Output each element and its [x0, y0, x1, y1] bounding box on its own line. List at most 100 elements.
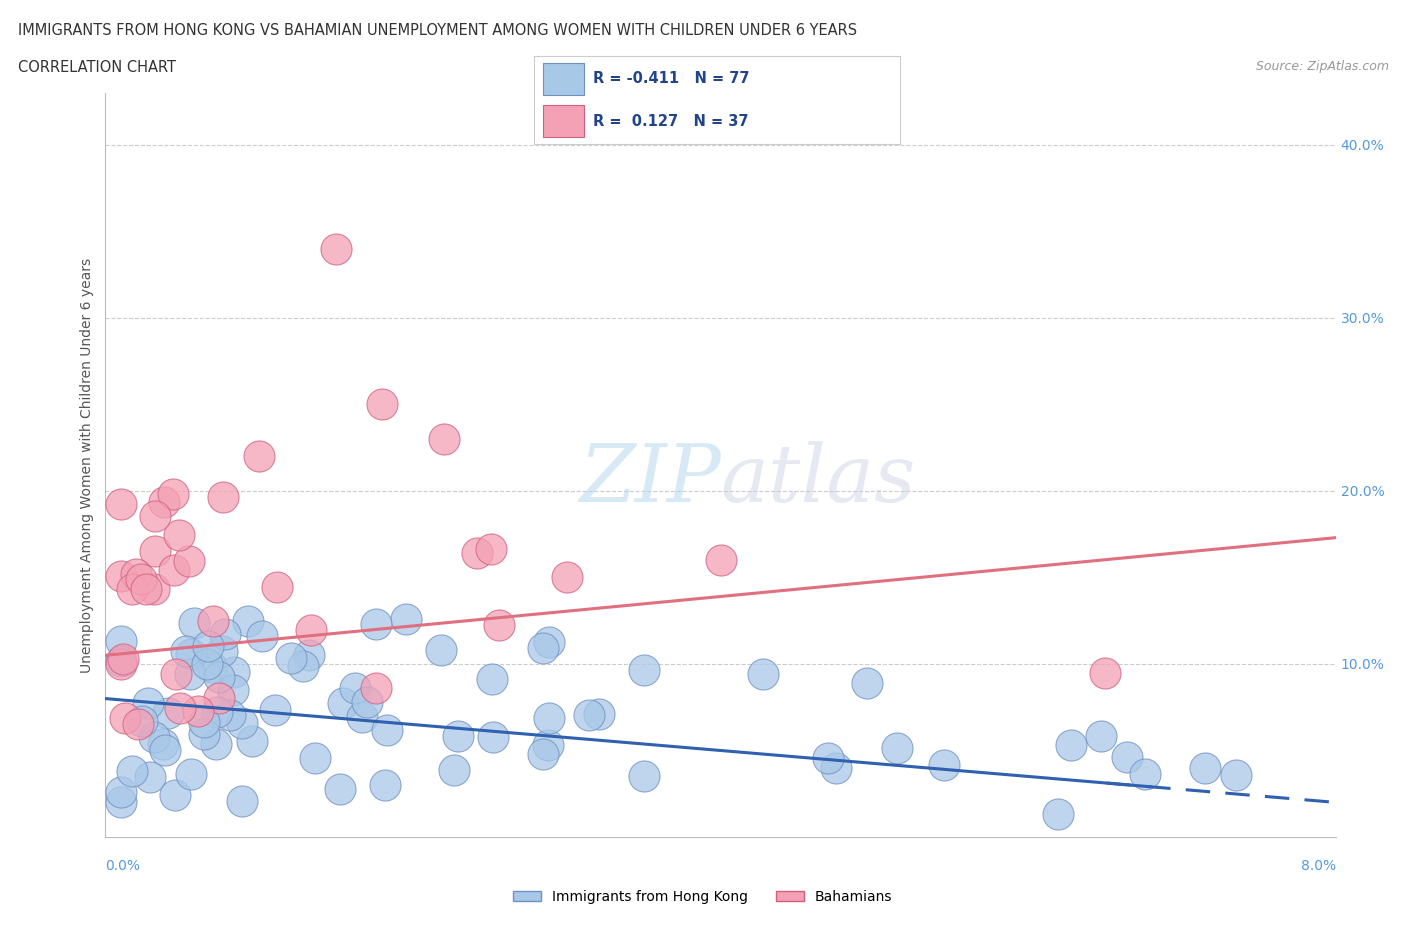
Point	[231, 793, 253, 808]
Point	[350, 710, 373, 724]
Point	[193, 727, 215, 742]
Point	[110, 497, 132, 512]
Point	[163, 787, 186, 802]
Point	[157, 705, 180, 720]
Point	[110, 785, 132, 800]
Point	[375, 723, 398, 737]
Point	[208, 670, 231, 684]
Point	[934, 758, 956, 773]
Point	[481, 730, 503, 745]
Point	[292, 658, 315, 673]
Point	[214, 626, 236, 641]
Point	[177, 553, 200, 568]
Text: 8.0%: 8.0%	[1301, 858, 1336, 872]
Point	[142, 729, 165, 744]
Text: ZIP: ZIP	[579, 441, 721, 519]
Point	[447, 728, 470, 743]
Point	[531, 640, 554, 655]
Point	[153, 742, 176, 757]
Point	[131, 713, 153, 728]
Point	[201, 660, 224, 675]
Point	[125, 566, 148, 581]
Point	[329, 782, 352, 797]
Point	[208, 690, 231, 705]
Point	[1046, 807, 1069, 822]
Point	[366, 680, 388, 695]
Point	[110, 633, 132, 648]
Point	[110, 656, 132, 671]
Point	[1194, 761, 1216, 776]
Bar	[543, 63, 583, 95]
Point	[197, 639, 219, 654]
Point	[222, 665, 245, 680]
Point	[824, 760, 846, 775]
Point	[231, 716, 253, 731]
Point	[488, 618, 510, 633]
Point	[121, 764, 143, 778]
Point	[152, 737, 174, 751]
Point	[135, 581, 157, 596]
Text: R =  0.127   N = 37: R = 0.127 N = 37	[593, 113, 748, 128]
Point	[205, 737, 228, 751]
Point	[280, 650, 302, 665]
Y-axis label: Unemployment Among Women with Children Under 6 years: Unemployment Among Women with Children U…	[80, 258, 94, 672]
Point	[633, 769, 655, 784]
Point	[304, 751, 326, 765]
Point	[1094, 665, 1116, 680]
Point	[205, 704, 228, 719]
Point	[111, 651, 134, 666]
Point	[193, 715, 215, 730]
Point	[343, 681, 366, 696]
Point	[298, 647, 321, 662]
Text: atlas: atlas	[721, 441, 915, 519]
Point	[588, 707, 610, 722]
Point	[212, 490, 235, 505]
Point	[211, 644, 233, 658]
Point	[443, 763, 465, 777]
Point	[110, 568, 132, 583]
Point	[240, 733, 263, 748]
Point	[252, 629, 274, 644]
Point	[222, 683, 245, 698]
Point	[145, 544, 167, 559]
Point	[1115, 750, 1137, 764]
Point	[332, 695, 354, 710]
Point	[356, 695, 378, 710]
Point	[163, 563, 186, 578]
Point	[430, 643, 453, 658]
Point	[169, 700, 191, 715]
Point	[183, 615, 205, 630]
Point	[537, 635, 560, 650]
Point	[1133, 767, 1156, 782]
Point	[886, 741, 908, 756]
Point	[855, 675, 877, 690]
Point	[153, 495, 176, 510]
Point	[325, 241, 347, 256]
Point	[481, 541, 503, 556]
Point	[266, 579, 288, 594]
Point	[633, 662, 655, 677]
Point	[114, 711, 136, 725]
Point	[1060, 737, 1083, 752]
Point	[1090, 729, 1112, 744]
Point	[121, 582, 143, 597]
Point	[817, 751, 839, 765]
Point	[1225, 767, 1247, 782]
Point	[578, 707, 600, 722]
Point	[555, 570, 578, 585]
Point	[143, 581, 166, 596]
Point	[710, 552, 733, 567]
Point	[139, 770, 162, 785]
Point	[129, 572, 152, 587]
Text: R = -0.411   N = 77: R = -0.411 N = 77	[593, 72, 749, 86]
Point	[162, 486, 184, 501]
Point	[201, 614, 224, 629]
Point	[364, 617, 387, 631]
Point	[395, 611, 418, 626]
Point	[263, 702, 285, 717]
Point	[752, 666, 775, 681]
Point	[537, 711, 560, 725]
Point	[187, 703, 209, 718]
Text: Source: ZipAtlas.com: Source: ZipAtlas.com	[1256, 60, 1389, 73]
Point	[247, 449, 270, 464]
